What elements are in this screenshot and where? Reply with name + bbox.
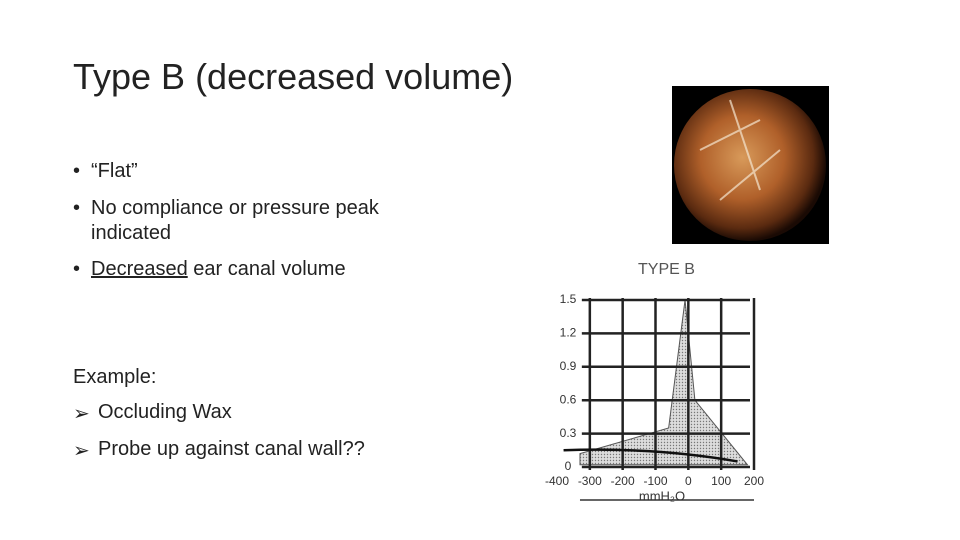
otoscope-photo	[674, 89, 826, 241]
x-axis-label: mmH₂O	[639, 488, 685, 503]
photo-detail	[699, 99, 781, 201]
x-tick-label: 0	[685, 474, 692, 488]
type-b-curve	[563, 448, 738, 463]
y-tick-label: 1.5	[560, 292, 577, 306]
example-item: ➢ Occluding Wax	[73, 401, 232, 425]
plot: 0 0.3 0.6 0.9 1.2 1.5 -400 -300 -200 -100 0 100 200 m…	[545, 292, 764, 503]
bullet: Decreased ear canal volume	[73, 258, 346, 281]
figure-title: TYPE B	[638, 261, 695, 278]
y-tick-label: 0	[565, 459, 572, 473]
x-tick-label: -400	[545, 474, 569, 488]
bullet: No compliance or pressure peak indicated	[73, 196, 381, 246]
text: Probe up against canal wall??	[98, 438, 365, 460]
x-tick-label: 100	[711, 474, 731, 488]
y-tick-label: 0.3	[560, 426, 577, 440]
arrow-bullet: ➢	[73, 403, 90, 425]
example-item: ➢ Probe up against canal wall??	[73, 438, 365, 462]
y-tick-label: 1.2	[560, 326, 577, 340]
x-tick-label: -100	[643, 474, 667, 488]
bullet: “Flat”	[73, 160, 138, 183]
x-tick-label: -200	[611, 474, 635, 488]
text: Occluding Wax	[98, 401, 232, 423]
arrow-bullet: ➢	[73, 440, 90, 462]
x-tick-label: 200	[744, 474, 764, 488]
y-tick-label: 0.9	[560, 359, 577, 373]
y-tick-label: 0.6	[560, 392, 577, 406]
slide-title: Type B (decreased volume)	[73, 56, 514, 97]
x-tick-label: -300	[578, 474, 602, 488]
text: ear canal volume	[187, 258, 346, 280]
underlined-text: Decreased	[91, 258, 188, 280]
example-heading: Example:	[73, 366, 157, 388]
